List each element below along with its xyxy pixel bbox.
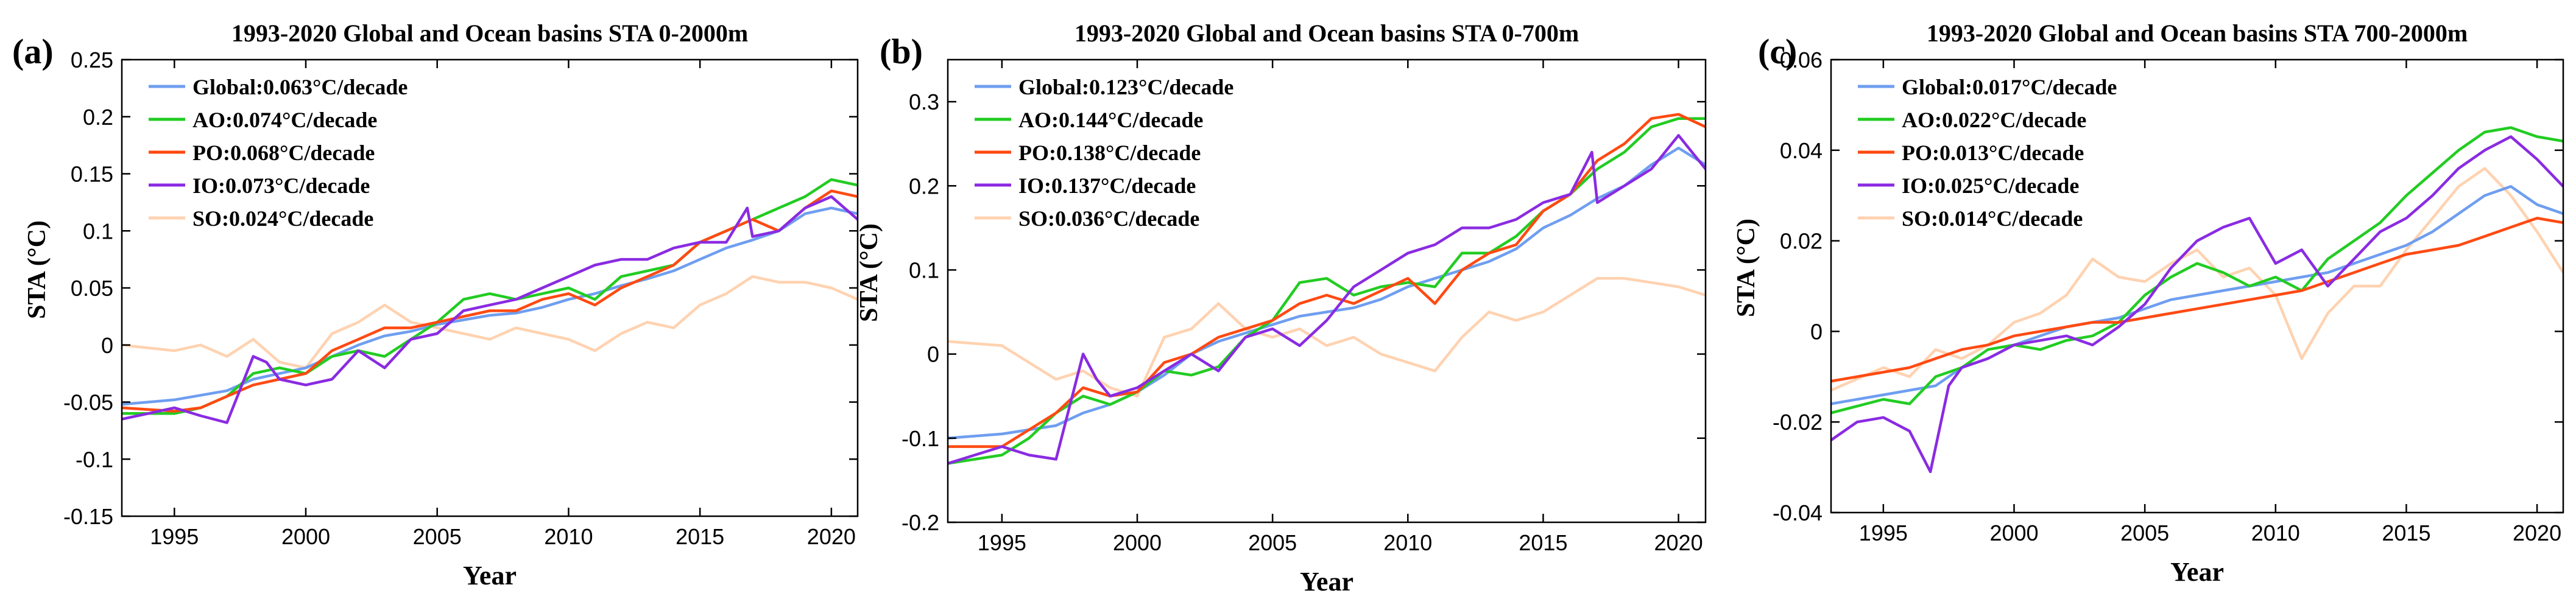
y-tick-label: 0.3 (909, 89, 939, 114)
x-axis-label: Year (2170, 557, 2224, 587)
legend-entry-global: Global:0.063°C/decade (192, 75, 408, 99)
y-axis-label: STA (°C) (23, 220, 51, 319)
series-line-po (948, 113, 1706, 448)
x-tick-label: 2020 (807, 524, 856, 549)
legend-entry-po: PO:0.068°C/decade (192, 141, 375, 165)
series-line-ao (1831, 126, 2563, 415)
x-tick-label: 2000 (1113, 530, 1162, 555)
x-axis-label: Year (463, 561, 517, 590)
y-tick-label: -0.2 (902, 510, 939, 535)
panel-label: (a) (12, 32, 54, 71)
x-tick-label: 1995 (978, 530, 1026, 555)
y-tick-label: -0.1 (76, 447, 113, 472)
y-tick-label: -0.04 (1773, 500, 1823, 525)
chart-title: 1993-2020 Global and Ocean basins STA 70… (1927, 19, 2468, 47)
series-line-io (1831, 135, 2563, 474)
legend-entry-io: IO:0.025°C/decade (1902, 173, 2079, 198)
y-tick-label: 0.2 (909, 173, 939, 198)
panel-a: (a) 1993-2020 Global and Ocean basins STA… (12, 19, 859, 590)
series-line-po (122, 189, 858, 413)
legend-entry-ao: AO:0.074°C/decade (192, 108, 377, 132)
x-tick-label: 2000 (1989, 520, 2038, 545)
legend-entry-global: Global:0.123°C/decade (1018, 75, 1233, 99)
series-lines (1831, 126, 2563, 474)
y-tick-label: 0 (101, 333, 113, 358)
x-tick-label: 2010 (1383, 530, 1432, 555)
y-tick-label: 0.05 (71, 276, 113, 301)
y-tick-label: -0.1 (902, 426, 939, 451)
x-tick-label: 1995 (150, 524, 199, 549)
y-axis-label: STA (°C) (1732, 219, 1760, 317)
legend: Global:0.123°C/decade AO:0.144°C/decade PO… (975, 75, 1233, 231)
panel-label: (b) (880, 32, 923, 71)
y-tick-label: 0 (927, 342, 939, 367)
x-tick-label: 1995 (1859, 520, 1908, 545)
y-axis-label: STA (°C) (855, 223, 883, 322)
x-tick-label: 2010 (2251, 520, 2300, 545)
legend-entry-so: SO:0.036°C/decade (1018, 206, 1199, 231)
series-line-global (122, 206, 858, 406)
plot-frame (947, 58, 1707, 524)
series-line-io (122, 195, 858, 424)
x-tick-label: 2015 (1519, 530, 1567, 555)
x-tick-label: 2005 (2120, 520, 2169, 545)
x-tick-label: 2000 (281, 524, 330, 549)
y-tick-label: -0.05 (63, 390, 113, 415)
legend-entry-po: PO:0.013°C/decade (1902, 141, 2084, 165)
legend-entry-ao: AO:0.022°C/decade (1902, 108, 2086, 132)
series-line-ao (948, 117, 1706, 465)
legend-entry-global: Global:0.017°C/decade (1902, 75, 2117, 99)
chart-title: 1993-2020 Global and Ocean basins STA 0-… (1075, 19, 1579, 47)
x-tick-label: 2015 (676, 524, 724, 549)
y-tick-label: 0.15 (71, 162, 113, 187)
panel-c: (c) 1993-2020 Global and Ocean basins STA… (1732, 19, 2564, 587)
legend-entry-po: PO:0.138°C/decade (1018, 141, 1201, 165)
legend: Global:0.063°C/decade AO:0.074°C/decade PO… (149, 75, 408, 231)
series-line-so (1831, 167, 2563, 392)
y-tick-label: 0 (1810, 319, 1823, 344)
y-tick-label: 0.2 (83, 105, 113, 130)
x-tick-label: 2020 (1654, 530, 1703, 555)
panel-label: (c) (1758, 32, 1797, 71)
legend-entry-so: SO:0.024°C/decade (192, 206, 373, 231)
legend: Global:0.017°C/decade AO:0.022°C/decade PO… (1858, 75, 2117, 231)
y-tick-label: 0.25 (71, 47, 113, 72)
y-tick-label: -0.02 (1773, 410, 1823, 435)
legend-entry-ao: AO:0.144°C/decade (1018, 108, 1203, 132)
legend-entry-io: IO:0.137°C/decade (1018, 173, 1196, 198)
y-tick-label: 0.02 (1780, 229, 1823, 254)
series-line-po (1831, 217, 2563, 383)
y-tick-label: -0.15 (63, 504, 113, 529)
x-axis-label: Year (1300, 567, 1353, 597)
y-tick-label: 0.1 (909, 257, 939, 282)
x-tick-label: 2010 (544, 524, 593, 549)
plot-frame (1830, 58, 2564, 514)
y-tick-label: 0.1 (83, 219, 113, 243)
y-tick-label: 0.04 (1780, 138, 1823, 163)
y-tick-label: 0.06 (1780, 47, 1823, 72)
series-lines (948, 113, 1706, 465)
x-tick-label: 2005 (413, 524, 462, 549)
series-line-io (948, 134, 1706, 465)
series-line-so (122, 275, 858, 370)
x-tick-label: 2020 (2513, 520, 2561, 545)
panel-b: (b) 1993-2020 Global and Ocean basins STA… (855, 19, 1707, 597)
series-lines (122, 178, 858, 424)
legend-entry-so: SO:0.014°C/decade (1902, 206, 2083, 231)
x-tick-label: 2015 (2382, 520, 2430, 545)
chart-title: 1993-2020 Global and Ocean basins STA 0-… (231, 19, 748, 47)
legend-entry-io: IO:0.073°C/decade (192, 173, 370, 198)
x-tick-label: 2005 (1248, 530, 1297, 555)
